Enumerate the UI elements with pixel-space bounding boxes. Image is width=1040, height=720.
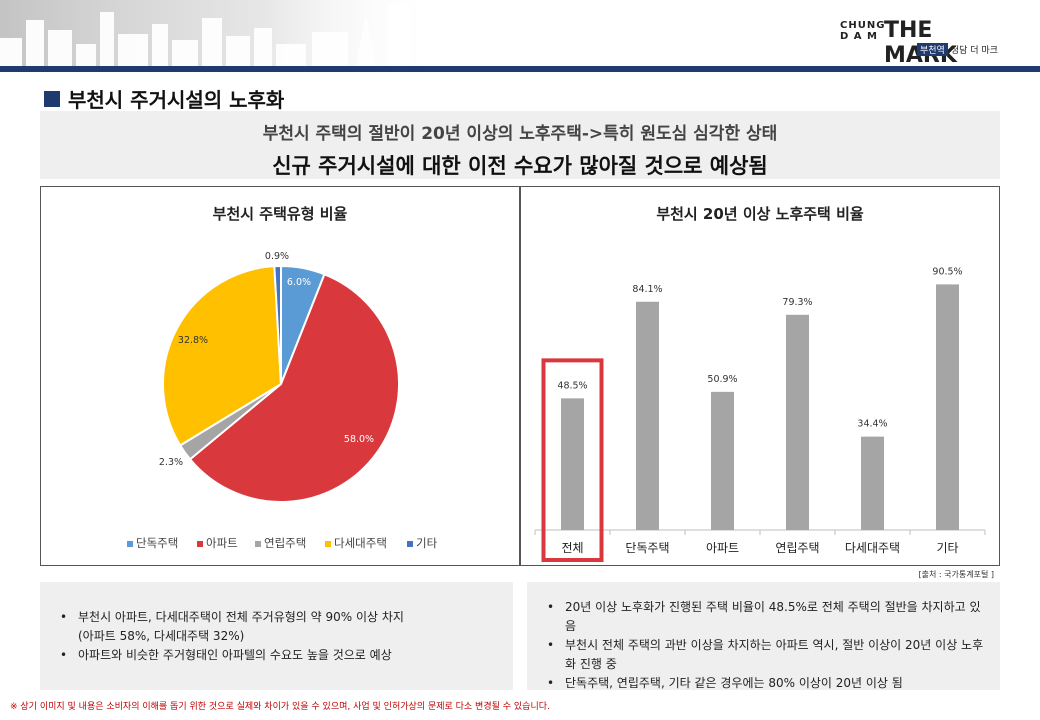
pie-data-label: 6.0% <box>287 277 311 288</box>
bar-data-label: 79.3% <box>782 297 812 308</box>
bullet-item-continued: (아파트 58%, 다세대주택 32%) <box>78 629 245 643</box>
pie-slice-4 <box>273 264 282 385</box>
headline-line-1: 부천시 주택의 절반이 20년 이상의 노후주택->특히 원도심 심각한 상태 <box>262 124 778 144</box>
legend-label: 아파트 <box>206 536 238 550</box>
bar-chart-title: 부천시 20년 이상 노후주택 비율 <box>656 205 864 223</box>
headline-line-2: 신규 주거시설에 대한 이전 수요가 많아질 것으로 예상됨 <box>272 154 768 178</box>
pie-chart-title: 부천시 주택유형 비율 <box>212 205 348 223</box>
bar-0 <box>561 398 584 530</box>
pie-slice-3 <box>162 265 283 447</box>
pie-data-label: 2.3% <box>159 457 183 468</box>
headline-box: 부천시 주택의 절반이 20년 이상의 노후주택->특히 원도심 심각한 상태 … <box>40 111 1000 179</box>
bar-data-label: 34.4% <box>857 419 887 430</box>
bar-data-label: 48.5% <box>557 380 587 391</box>
pie-data-label: 32.8% <box>178 335 208 346</box>
source-note: [출처 : 국가통계포털 ] <box>918 570 994 579</box>
pie-data-label: 58.0% <box>344 434 374 445</box>
bar-3 <box>786 314 809 530</box>
logo-subtitle: 부천역 청담 더 마크 <box>917 43 998 56</box>
bullet-list-right: 20년 이상 노후화가 진행된 주택 비율이 48.5%로 전체 주택의 절반을… <box>543 598 984 693</box>
pie-chart-panel: 부천시 주택유형 비율 6.0% 58.0% 2.3% 32.8% 0.9% 단독주택 아파… <box>40 186 520 566</box>
legend-swatch <box>325 541 331 547</box>
pie-chart: 6.0% 58.0% 2.3% 32.8% 0.9% 단독주택 아파트 연립주택 다세대주택 기타 <box>127 251 438 550</box>
bullet-item: 부천시 전체 주택의 과반 이상을 차지하는 아파트 역시, 절반 이상이 20… <box>543 636 984 655</box>
legend-swatch <box>127 541 133 547</box>
disclaimer-text: ※ 상기 이미지 및 내용은 소비자의 이해를 돕기 위한 것으로 실제와 차이… <box>10 702 550 712</box>
category-label: 연립주택 <box>775 541 819 555</box>
legend-swatch <box>255 541 261 547</box>
bar-data-label: 84.1% <box>632 284 662 295</box>
skyline-graphic <box>0 0 440 66</box>
bar-chart-panel: 부천시 20년 이상 노후주택 비율 48.5% 전체 84.1% 단독주택 50.9%… <box>520 186 1000 566</box>
legend-label: 단독주택 <box>136 536 178 550</box>
section-title: 부천시 주거시설의 노후화 <box>44 84 284 113</box>
category-label: 전체 <box>561 541 583 555</box>
bar-data-label: 90.5% <box>932 266 962 277</box>
legend-label: 연립주택 <box>264 536 306 550</box>
bar-data-label: 50.9% <box>707 374 737 385</box>
legend-label: 기타 <box>416 536 438 550</box>
legend-swatch <box>197 541 203 547</box>
bullet-item: 아파트와 비슷한 주거형태인 아파텔의 수요도 높을 것으로 예상 <box>56 646 497 665</box>
logo-sub-text: 청담 더 마크 <box>950 46 998 56</box>
bullet-list-left: 부천시 아파트, 다세대주택이 전체 주거유형의 약 90% 이상 차지 (아파… <box>56 608 497 665</box>
bullet-item: 부천시 아파트, 다세대주택이 전체 주거유형의 약 90% 이상 차지 <box>56 608 497 627</box>
category-label: 다세대주택 <box>845 541 900 555</box>
square-bullet-icon <box>44 90 60 107</box>
bullet-item-continued: 화 진행 중 <box>565 657 617 671</box>
bar-2 <box>711 391 734 530</box>
header-divider-bar <box>0 66 1040 72</box>
category-label: 아파트 <box>706 541 739 555</box>
bar-chart: 48.5% 전체 84.1% 단독주택 50.9% 아파트 79.3% 연립주택 34.4% 다세… <box>534 266 986 562</box>
highlight-box <box>541 358 604 562</box>
category-label: 단독주택 <box>625 541 669 555</box>
legend-label: 다세대주택 <box>334 536 387 550</box>
bullet-item: 20년 이상 노후화가 진행된 주택 비율이 48.5%로 전체 주택의 절반을… <box>543 598 984 636</box>
summary-box-left: 부천시 아파트, 다세대주택이 전체 주거유형의 약 90% 이상 차지 (아파… <box>40 582 513 690</box>
legend-swatch <box>407 541 413 547</box>
bullet-item: 단독주택, 연립주택, 기타 같은 경우에는 80% 이상이 20년 이상 됨 <box>543 674 984 693</box>
bar-5 <box>936 284 959 530</box>
logo-badge: 부천역 <box>917 43 948 56</box>
logo-chung-text: CHUNG <box>840 20 886 31</box>
section-title-text: 부천시 주거시설의 노후화 <box>68 88 285 112</box>
bar-1 <box>636 301 659 530</box>
summary-box-right: 20년 이상 노후화가 진행된 주택 비율이 48.5%로 전체 주택의 절반을… <box>527 582 1000 693</box>
logo-dam-text: D A M <box>840 31 878 42</box>
pie-data-label: 0.9% <box>265 251 289 262</box>
bar-4 <box>861 436 884 530</box>
pie-slice-1 <box>188 272 400 503</box>
category-label: 기타 <box>936 541 958 555</box>
